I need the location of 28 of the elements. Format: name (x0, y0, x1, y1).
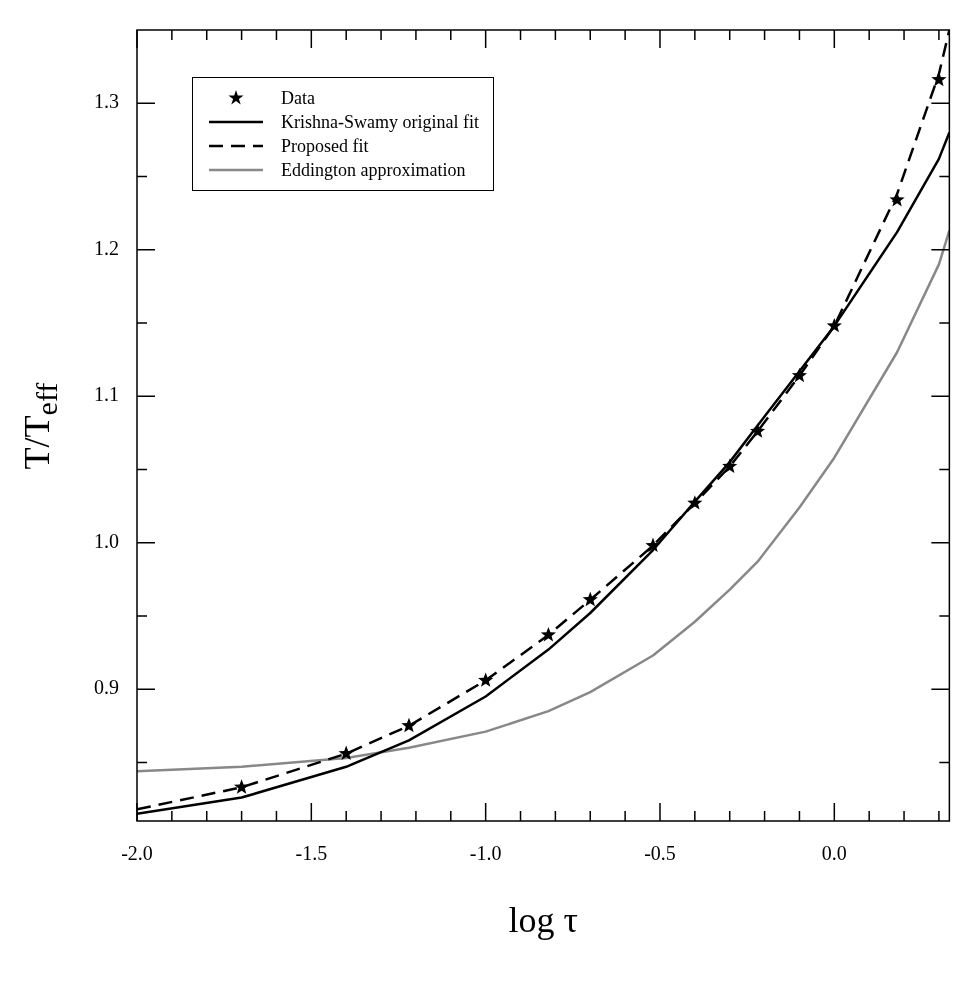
y-tick-label: 1.3 (94, 90, 119, 113)
point (750, 423, 766, 438)
point (722, 458, 738, 473)
point (687, 495, 703, 510)
point (338, 745, 354, 761)
x-axis-title: log τ (508, 899, 578, 941)
point (582, 591, 598, 607)
x-tick-label: -1.0 (469, 842, 502, 865)
point (889, 191, 905, 207)
point (826, 317, 842, 333)
legend-label: Data (281, 87, 315, 109)
y-tick-label: 1.1 (94, 383, 119, 406)
y-tick-label: 1.0 (94, 529, 119, 552)
legend-label: Proposed fit (281, 135, 369, 157)
x-tick-label: -2.0 (121, 842, 153, 865)
x-tick-label: 0.0 (821, 842, 847, 865)
point (540, 626, 557, 642)
point (791, 367, 808, 383)
point (645, 537, 661, 553)
legend-label: Krishna-Swamy original fit (281, 111, 479, 133)
point (478, 672, 494, 687)
y-tick-label: 0.9 (94, 676, 119, 699)
y-tick-label: 1.2 (94, 236, 119, 259)
point (233, 779, 250, 794)
point (401, 717, 417, 733)
legend-label: Eddington approximation (281, 159, 466, 181)
x-tick-label: -0.5 (644, 842, 676, 865)
x-tick-label: -1.5 (295, 842, 328, 865)
